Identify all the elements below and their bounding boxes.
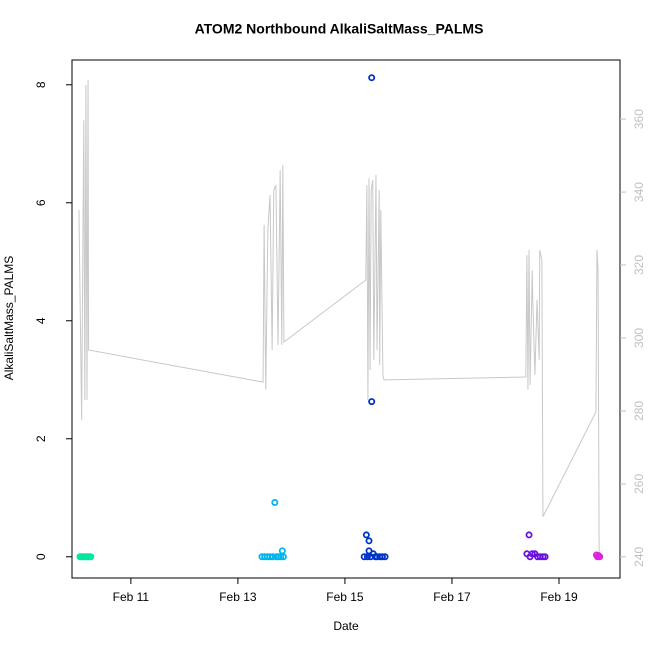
data-point <box>528 550 536 558</box>
x-tick-label: Feb 17 <box>433 590 471 604</box>
data-point <box>360 553 368 561</box>
x-axis-title: Date <box>333 619 359 633</box>
data-point <box>271 498 279 506</box>
y-tick-label: 4 <box>34 317 48 324</box>
data-point <box>368 74 376 82</box>
data-point <box>378 553 386 561</box>
x-tick-label: Feb 11 <box>113 590 150 604</box>
y2-tick-label: 300 <box>632 328 646 348</box>
y-tick-label: 6 <box>34 199 48 206</box>
x-tick-label: Feb 13 <box>219 590 257 604</box>
data-point <box>363 553 371 561</box>
data-point <box>596 553 604 561</box>
data-point <box>277 553 285 561</box>
data-point <box>381 553 389 561</box>
data-line <box>78 80 600 556</box>
data-point <box>266 553 274 561</box>
x-tick-label: Feb 19 <box>540 590 578 604</box>
x-tick-label: Feb 15 <box>326 590 364 604</box>
y2-tick-label: 360 <box>632 109 646 129</box>
data-point <box>525 531 533 539</box>
data-point <box>365 537 373 545</box>
y2-tick-label: 340 <box>632 182 646 202</box>
chart-title: ATOM2 Northbound AlkaliSaltMass_PALMS <box>195 21 484 37</box>
y-tick-label: 8 <box>34 81 48 88</box>
y-tick-label: 2 <box>34 435 48 442</box>
data-point <box>541 553 549 561</box>
y2-tick-label: 260 <box>632 474 646 494</box>
y2-tick-label: 320 <box>632 255 646 275</box>
data-point <box>362 531 370 539</box>
y-tick-label: 0 <box>34 553 48 560</box>
data-point <box>87 553 95 561</box>
y-axis-title: AlkaliSaltMass_PALMS <box>2 256 16 381</box>
y2-tick-label: 240 <box>632 547 646 567</box>
data-point <box>279 553 287 561</box>
y2-tick-label: 280 <box>632 401 646 421</box>
data-point <box>368 398 376 406</box>
plot-frame <box>71 59 621 579</box>
